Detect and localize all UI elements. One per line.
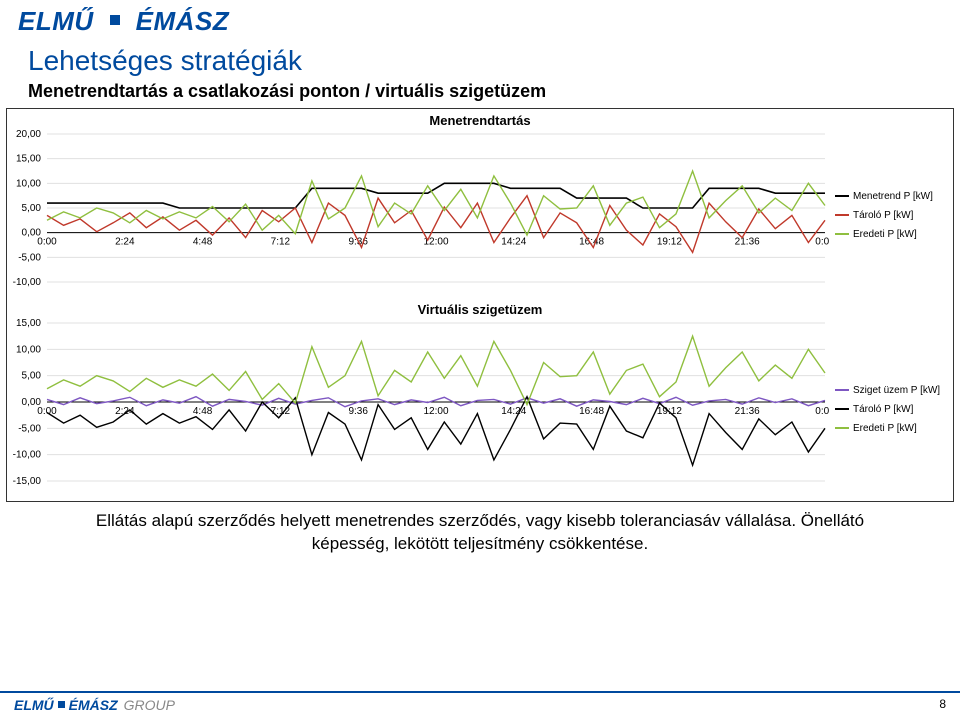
legend-item: Eredeti P [kW] xyxy=(835,423,951,434)
svg-text:21:36: 21:36 xyxy=(735,406,760,417)
legend-swatch-icon xyxy=(835,233,849,235)
chart1-legend: Menetrend P [kW] Tároló P [kW] Eredeti P [… xyxy=(831,130,951,300)
svg-text:2:24: 2:24 xyxy=(115,237,135,248)
svg-text:-15,00: -15,00 xyxy=(13,476,42,487)
legend-label: Menetrend P [kW] xyxy=(853,191,933,202)
page-title: Lehetséges stratégiák xyxy=(0,39,960,79)
svg-text:4:48: 4:48 xyxy=(193,406,213,417)
legend-label: Tároló P [kW] xyxy=(853,210,913,221)
svg-text:21:36: 21:36 xyxy=(735,237,760,248)
chart-virtualis-szigetuzem: Virtuális szigetüzem -15,00-10,00-5,000,… xyxy=(9,300,951,499)
page-subtitle: Menetrendtartás a csatlakozási ponton / … xyxy=(0,79,960,106)
chart-menetrendtartas: Menetrendtartás -10,00-5,000,005,0010,00… xyxy=(9,111,951,300)
svg-text:7:12: 7:12 xyxy=(271,237,291,248)
svg-text:15,00: 15,00 xyxy=(16,319,41,329)
svg-text:10,00: 10,00 xyxy=(16,344,41,355)
chart1-plot: -10,00-5,000,005,0010,0015,0020,000:002:… xyxy=(9,130,831,300)
footer-group: GROUP xyxy=(124,697,175,713)
svg-text:10,00: 10,00 xyxy=(16,178,41,189)
svg-text:5,00: 5,00 xyxy=(22,371,42,382)
svg-text:19:12: 19:12 xyxy=(657,237,682,248)
page-number: 8 xyxy=(939,697,946,711)
logo-header: ELMŰ ÉMÁSZ xyxy=(0,0,960,39)
legend-item: Eredeti P [kW] xyxy=(835,229,951,240)
svg-text:12:00: 12:00 xyxy=(423,406,448,417)
footer-logo-part2: ÉMÁSZ xyxy=(69,697,118,713)
logo-separator-icon xyxy=(110,15,120,25)
svg-text:0:00: 0:00 xyxy=(815,406,829,417)
legend-label: Sziget üzem P [kW] xyxy=(853,385,940,396)
svg-text:9:36: 9:36 xyxy=(348,406,368,417)
svg-text:-10,00: -10,00 xyxy=(13,277,42,288)
logo-part2: ÉMÁSZ xyxy=(136,6,230,37)
svg-text:16:48: 16:48 xyxy=(579,406,604,417)
svg-text:0:00: 0:00 xyxy=(37,406,57,417)
svg-text:-10,00: -10,00 xyxy=(13,450,42,461)
charts-container: Menetrendtartás -10,00-5,000,005,0010,00… xyxy=(6,108,954,502)
legend-swatch-icon xyxy=(835,195,849,197)
svg-text:-5,00: -5,00 xyxy=(18,423,41,434)
legend-item: Sziget üzem P [kW] xyxy=(835,385,951,396)
footer-logo-part1: ELMŰ xyxy=(14,697,54,713)
svg-text:4:48: 4:48 xyxy=(193,237,213,248)
legend-item: Tároló P [kW] xyxy=(835,210,951,221)
svg-text:15,00: 15,00 xyxy=(16,154,41,165)
svg-text:14:24: 14:24 xyxy=(501,406,526,417)
legend-swatch-icon xyxy=(835,389,849,391)
svg-text:20,00: 20,00 xyxy=(16,130,41,140)
legend-item: Tároló P [kW] xyxy=(835,404,951,415)
logo-part1: ELMŰ xyxy=(18,6,94,37)
footer-text: Ellátás alapú szerződés helyett menetren… xyxy=(0,502,960,556)
legend-swatch-icon xyxy=(835,214,849,216)
svg-text:0:00: 0:00 xyxy=(37,237,57,248)
legend-label: Tároló P [kW] xyxy=(853,404,913,415)
legend-swatch-icon xyxy=(835,408,849,410)
legend-label: Eredeti P [kW] xyxy=(853,229,917,240)
legend-swatch-icon xyxy=(835,427,849,429)
svg-text:5,00: 5,00 xyxy=(22,203,42,214)
legend-label: Eredeti P [kW] xyxy=(853,423,917,434)
svg-text:-5,00: -5,00 xyxy=(18,252,41,263)
chart2-legend: Sziget üzem P [kW] Tároló P [kW] Eredeti P… xyxy=(831,319,951,499)
chart2-title: Virtuális szigetüzem xyxy=(9,300,951,319)
footer-separator-icon xyxy=(58,701,65,708)
svg-text:0:00: 0:00 xyxy=(815,237,829,248)
chart2-plot: -15,00-10,00-5,000,005,0010,0015,000:002… xyxy=(9,319,831,499)
svg-text:14:24: 14:24 xyxy=(501,237,526,248)
legend-item: Menetrend P [kW] xyxy=(835,191,951,202)
chart1-title: Menetrendtartás xyxy=(9,111,951,130)
footer-bar: ELMŰ ÉMÁSZ GROUP xyxy=(0,691,960,717)
